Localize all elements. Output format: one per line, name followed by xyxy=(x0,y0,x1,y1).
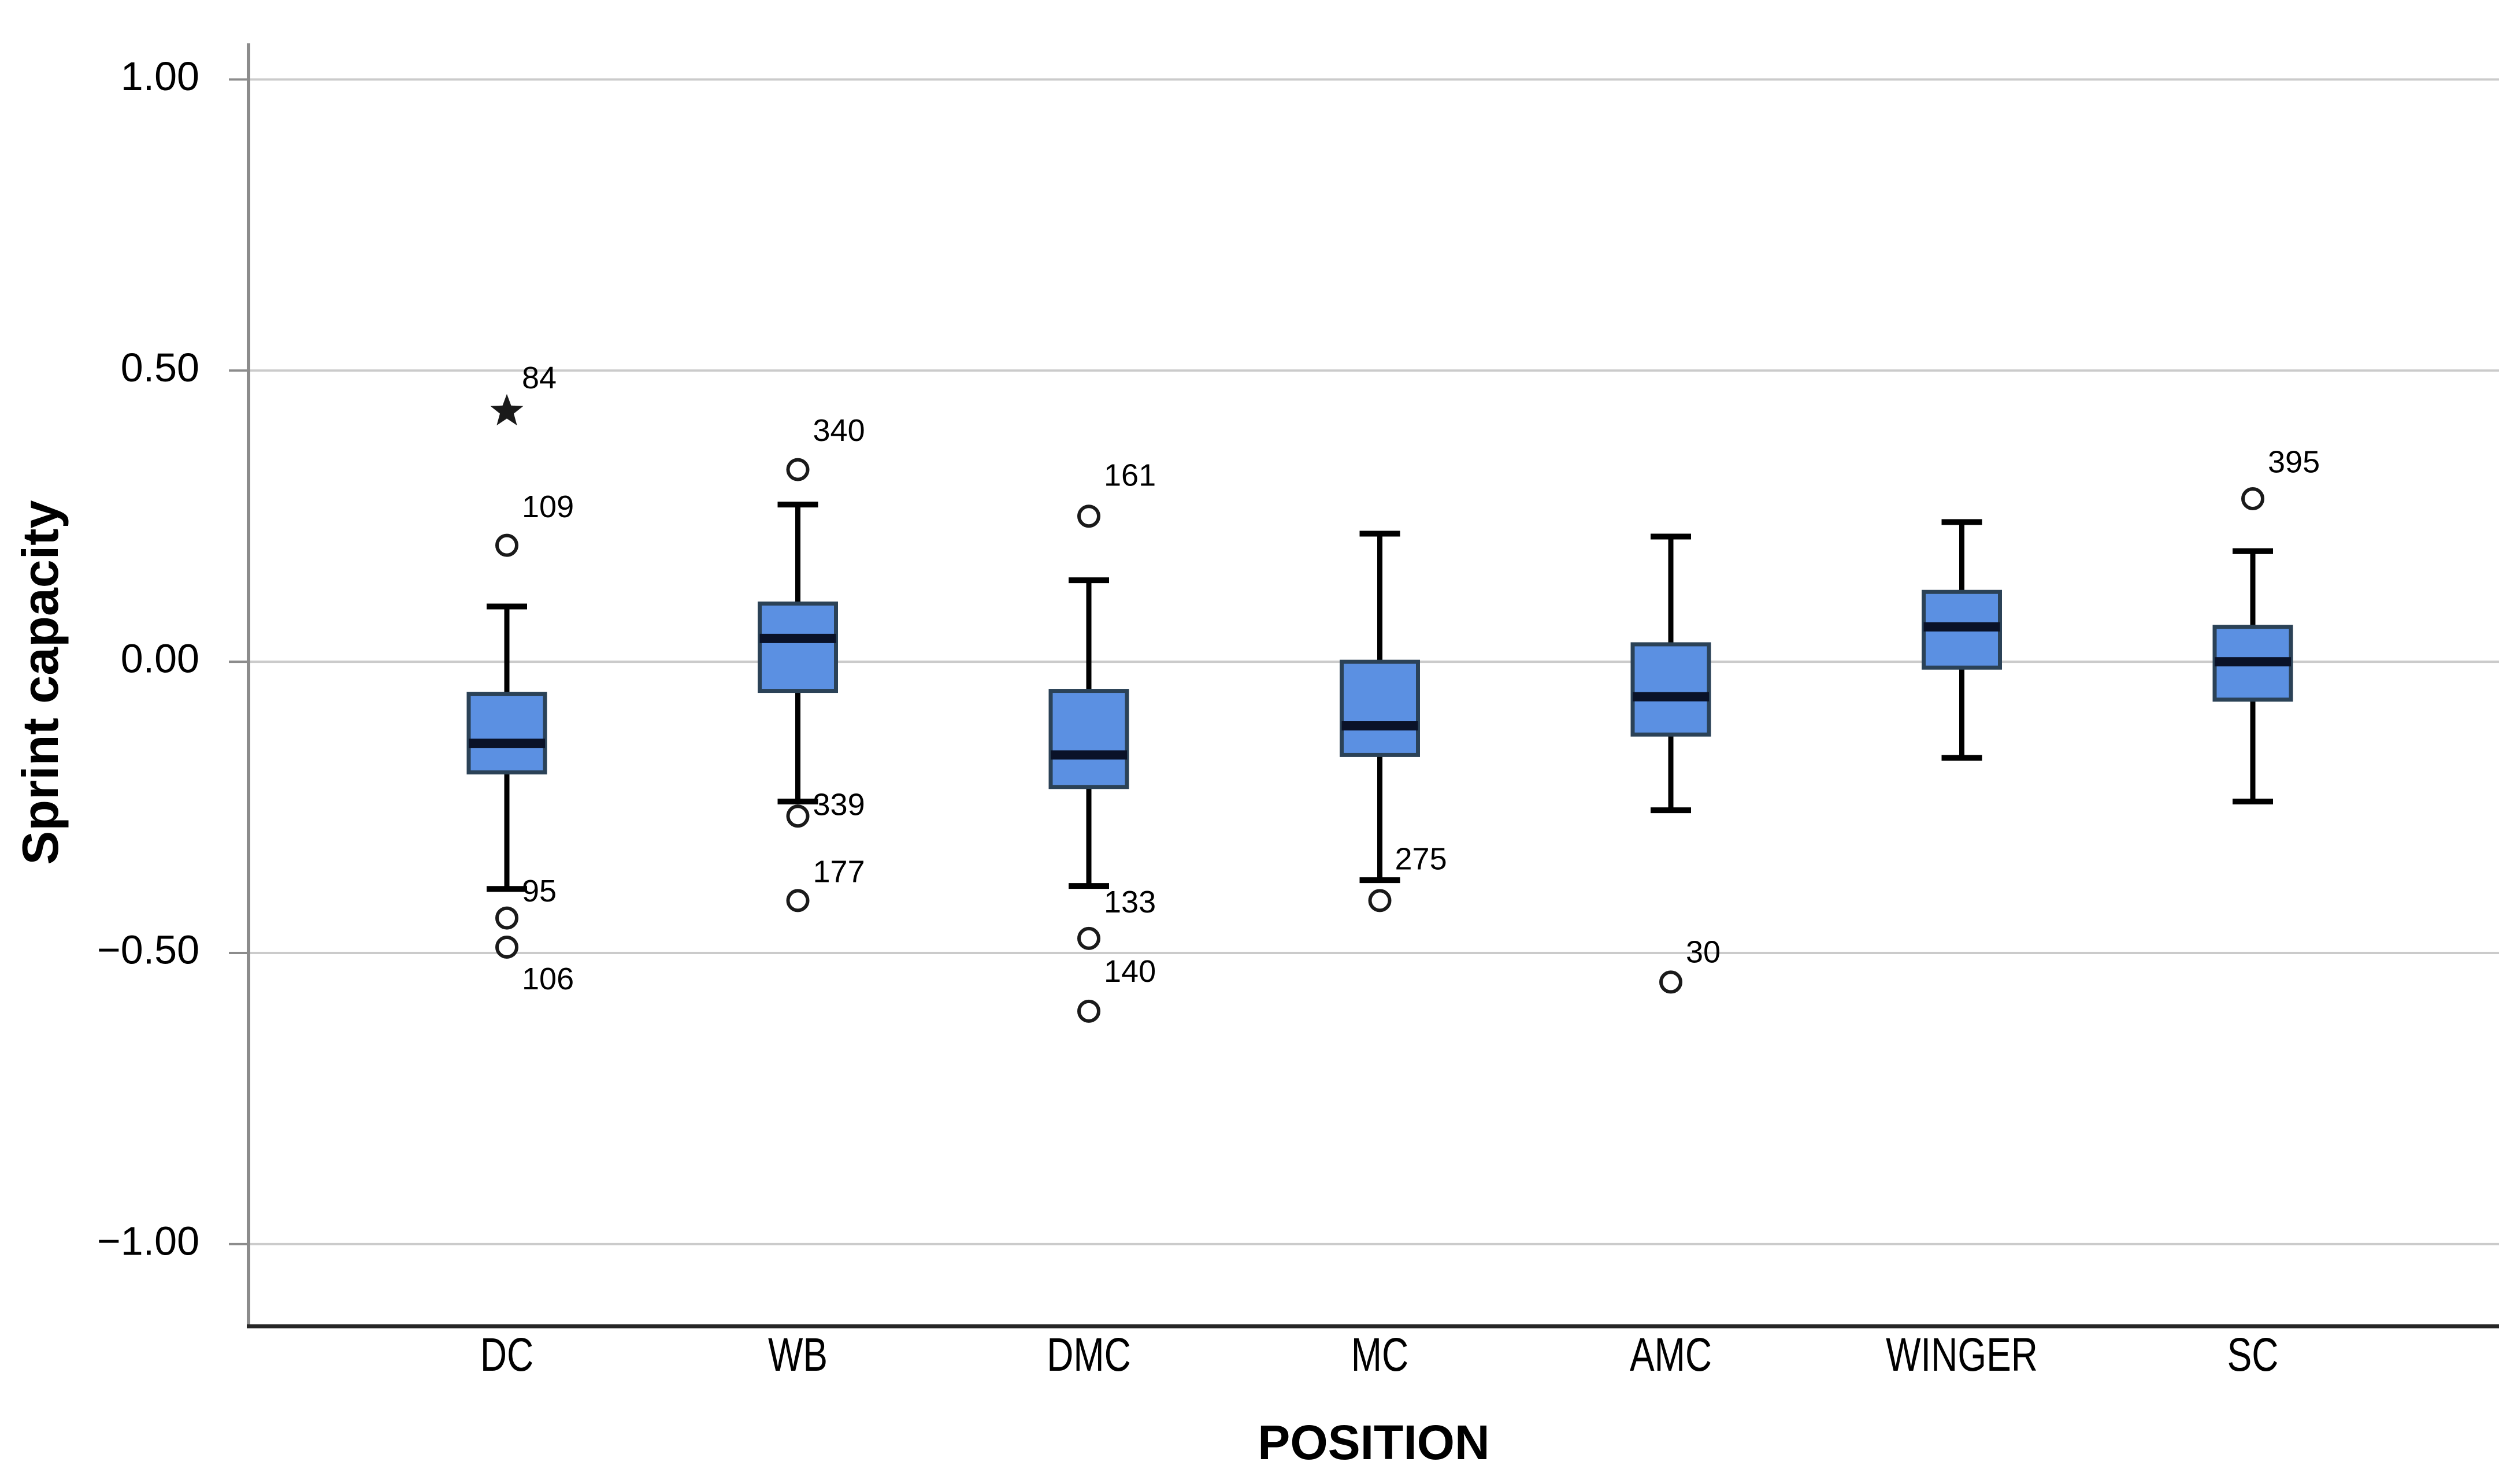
x-category-label: SC xyxy=(2227,1327,2279,1381)
box-wb xyxy=(758,601,838,693)
outlier-label: 30 xyxy=(1686,935,1721,970)
outlier-point xyxy=(1659,970,1682,994)
y-tick-label: 1.00 xyxy=(121,54,199,99)
outlier-label: 177 xyxy=(813,855,865,889)
outlier-label: 275 xyxy=(1395,842,1447,877)
outlier-point xyxy=(786,804,810,828)
y-axis-title: Sprint capacity xyxy=(12,500,69,865)
y-tick-label: 0.50 xyxy=(121,345,199,390)
outlier-point xyxy=(1077,926,1100,950)
outlier-point xyxy=(495,906,518,930)
outlier-label: 109 xyxy=(522,489,574,524)
outlier-point xyxy=(495,533,518,557)
x-axis-title: POSITION xyxy=(1258,1415,1490,1470)
outlier-point xyxy=(2241,487,2264,511)
outlier-label: 106 xyxy=(522,962,574,996)
outlier-label: 340 xyxy=(813,413,865,448)
box-amc xyxy=(1630,642,1711,737)
x-category-label: DC xyxy=(480,1327,533,1381)
median-line xyxy=(2215,657,2291,667)
outlier-point xyxy=(1077,999,1100,1023)
median-line xyxy=(759,633,836,643)
median-line xyxy=(1923,622,2000,632)
median-line xyxy=(1633,692,1709,702)
outlier-label: 161 xyxy=(1104,458,1156,493)
outlier-label: 133 xyxy=(1104,885,1156,919)
y-tick-label: −0.50 xyxy=(97,928,199,973)
x-category-label: AMC xyxy=(1630,1327,1712,1381)
outlier-label: 84 xyxy=(522,361,557,395)
x-category-label: DMC xyxy=(1047,1327,1131,1381)
box-dmc xyxy=(1048,689,1129,789)
x-category-label: WINGER xyxy=(1886,1327,2038,1381)
outlier-point xyxy=(786,458,810,481)
outlier-point xyxy=(495,935,518,959)
outlier-label: 140 xyxy=(1104,954,1156,989)
y-tick-label: 0.00 xyxy=(121,636,199,681)
outlier-label: 339 xyxy=(813,787,865,822)
median-line xyxy=(1051,750,1127,760)
median-line xyxy=(1341,721,1418,731)
outlier-label: 395 xyxy=(2268,444,2320,479)
x-category-label: MC xyxy=(1351,1327,1408,1381)
median-line xyxy=(469,739,545,748)
outlier-point xyxy=(1077,504,1100,528)
outlier-label: 95 xyxy=(522,874,557,908)
box-dc xyxy=(466,692,547,775)
outlier-point xyxy=(1368,889,1392,912)
box-mc xyxy=(1340,659,1420,757)
extreme-outlier-star xyxy=(490,394,524,426)
x-category-label: WB xyxy=(768,1327,828,1381)
y-tick-label: −1.00 xyxy=(97,1218,199,1263)
outlier-point xyxy=(786,889,810,912)
